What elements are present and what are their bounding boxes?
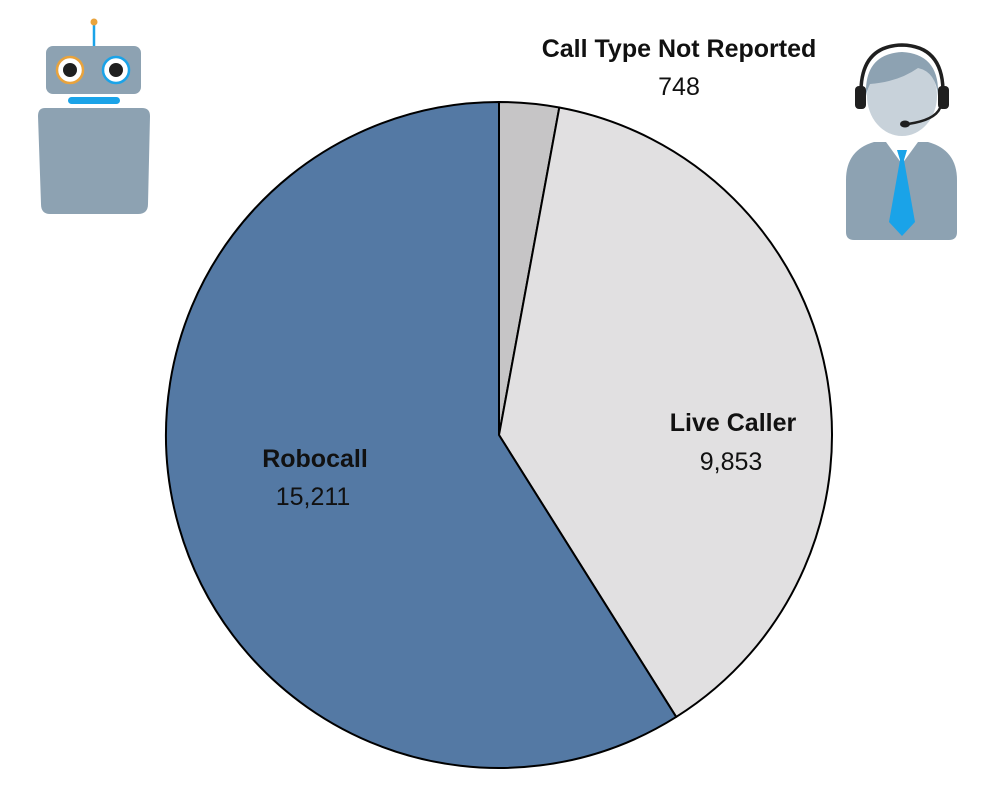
- pie-slices: [165, 101, 833, 769]
- pie-slice-live-caller: [498, 106, 833, 718]
- slice-label-name: Robocall: [262, 445, 368, 473]
- call-center-agent-icon: [846, 43, 957, 240]
- label-robocall: Robocall 15,211: [262, 445, 368, 511]
- robot-icon: [38, 18, 150, 214]
- slice-label-name: Call Type Not Reported: [542, 35, 817, 63]
- label-call-type-not-reported: Call Type Not Reported 748: [542, 35, 817, 101]
- slice-label-value: 15,211: [276, 483, 351, 511]
- label-live-caller: Live Caller 9,853: [670, 409, 797, 476]
- pie-slice-robocall: [165, 101, 678, 769]
- slice-label-value: 9,853: [700, 448, 763, 476]
- slice-label-value: 748: [658, 73, 700, 101]
- slice-label-name: Live Caller: [670, 409, 797, 437]
